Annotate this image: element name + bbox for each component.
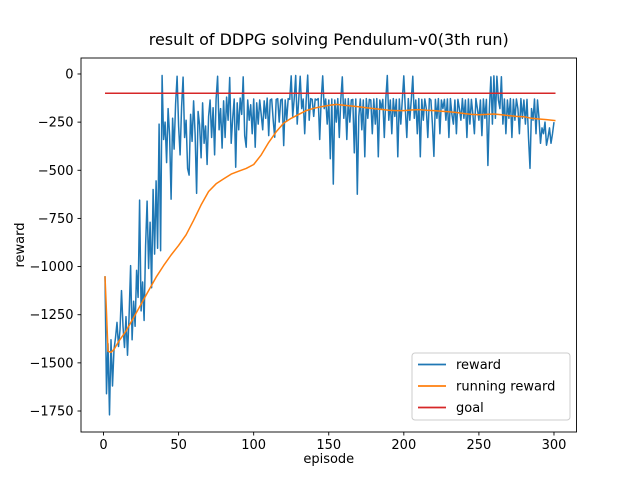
x-tick-label: 100 [241,438,266,453]
y-tick-label: −1500 [30,356,74,371]
chart-title: result of DDPG solving Pendulum-v0(3th r… [149,30,509,49]
y-tick-label: −1250 [30,308,74,323]
x-tick-label: 150 [316,438,341,453]
axes-layer: 0 50 100 150 200 250 300 0 −250 −500 −750 −1000 −125… [30,57,577,453]
x-tick-label: 50 [170,438,187,453]
legend-label-goal: goal [456,401,484,416]
legend: reward running reward goal [411,352,571,421]
x-tick-label: 200 [391,438,416,453]
x-tick-label: 250 [466,438,491,453]
y-tick-label: −1000 [30,260,74,275]
y-axis-label: reward [13,222,28,267]
y-tick-label: −1750 [30,405,74,420]
legend-box [411,352,571,421]
legend-label-running-reward: running reward [456,380,555,395]
x-axis-label: episode [303,452,354,467]
x-tick-label: 0 [99,438,107,453]
y-tick-label: −250 [38,116,74,131]
y-tick-label: 0 [65,67,73,82]
y-tick-label: −500 [38,164,74,179]
legend-label-reward: reward [456,358,501,373]
running-reward-line [104,103,556,354]
series-layer [104,74,556,416]
y-tick-label: −750 [38,212,74,227]
x-tick-label: 300 [542,438,567,453]
reward-line [104,74,555,416]
